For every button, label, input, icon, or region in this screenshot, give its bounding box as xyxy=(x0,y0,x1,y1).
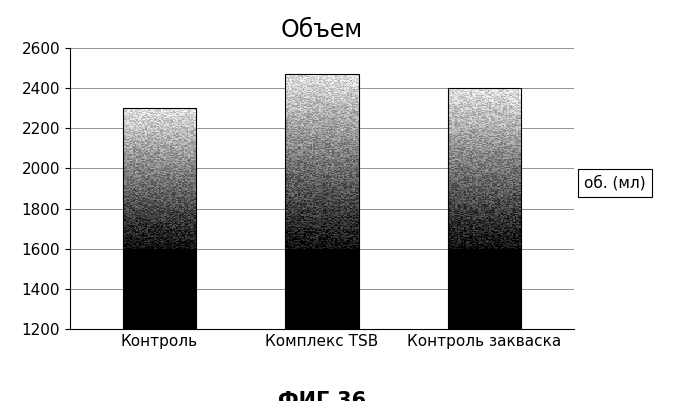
Bar xyxy=(286,74,358,249)
Title: Объем: Объем xyxy=(281,18,363,42)
Bar xyxy=(286,249,358,329)
Text: ФИГ.36: ФИГ.36 xyxy=(278,391,366,401)
Bar xyxy=(448,88,522,249)
Bar xyxy=(448,249,522,329)
Text: об. (мл): об. (мл) xyxy=(584,175,645,191)
Bar xyxy=(122,108,196,249)
Bar xyxy=(122,249,196,329)
